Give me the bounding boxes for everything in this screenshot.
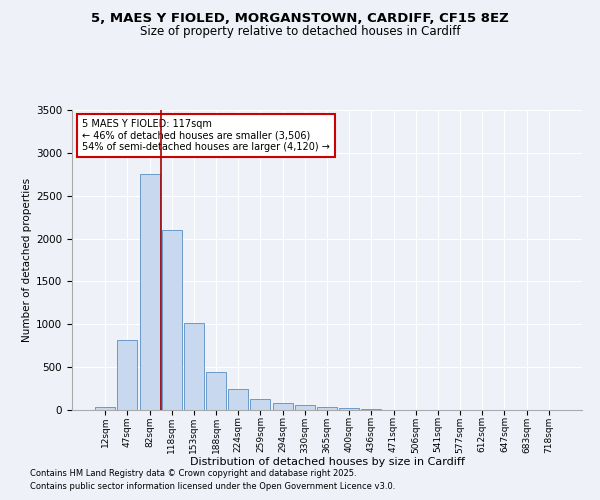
X-axis label: Distribution of detached houses by size in Cardiff: Distribution of detached houses by size … <box>190 457 464 467</box>
Bar <box>295 406 315 410</box>
Bar <box>272 403 293 410</box>
Bar <box>118 340 137 410</box>
Bar <box>228 390 248 410</box>
Bar <box>206 372 226 410</box>
Bar <box>184 322 204 410</box>
Bar <box>95 408 115 410</box>
Text: Contains HM Land Registry data © Crown copyright and database right 2025.: Contains HM Land Registry data © Crown c… <box>30 468 356 477</box>
Bar <box>317 406 337 410</box>
Bar <box>250 399 271 410</box>
Bar <box>339 408 359 410</box>
Y-axis label: Number of detached properties: Number of detached properties <box>22 178 32 342</box>
Bar <box>140 174 160 410</box>
Bar <box>162 230 182 410</box>
Text: Size of property relative to detached houses in Cardiff: Size of property relative to detached ho… <box>140 25 460 38</box>
Text: 5 MAES Y FIOLED: 117sqm
← 46% of detached houses are smaller (3,506)
54% of semi: 5 MAES Y FIOLED: 117sqm ← 46% of detache… <box>82 119 330 152</box>
Text: 5, MAES Y FIOLED, MORGANSTOWN, CARDIFF, CF15 8EZ: 5, MAES Y FIOLED, MORGANSTOWN, CARDIFF, … <box>91 12 509 26</box>
Text: Contains public sector information licensed under the Open Government Licence v3: Contains public sector information licen… <box>30 482 395 491</box>
